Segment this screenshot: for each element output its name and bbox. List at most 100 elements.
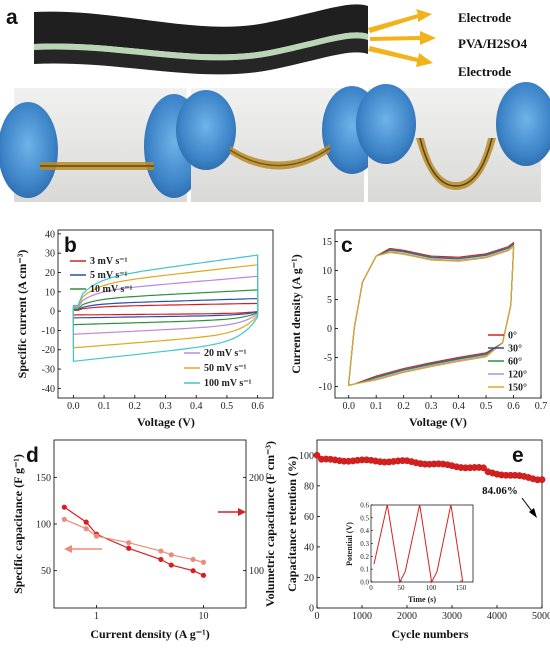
cv-curve-6: [72, 254, 259, 362]
rate-line-gravimetric: [64, 518, 204, 563]
y-tick-label: -5: [324, 353, 332, 364]
y-tick-label: 40: [304, 542, 314, 553]
x-tick-label: 0.4: [190, 401, 203, 412]
rate-point: [190, 556, 196, 563]
rate-point: [200, 572, 207, 578]
retention-point: [480, 464, 487, 472]
inset-ylabel: Potential (V): [345, 522, 354, 566]
inset-y-tick-label: 0.4: [360, 527, 369, 535]
inset-xlabel: Time (s): [408, 595, 436, 604]
y-tick-label: 10: [322, 266, 332, 277]
y-tick-label: 100: [36, 520, 51, 531]
inset-y-tick-label: 0.2: [360, 553, 369, 561]
y-tick-label: 20: [304, 573, 314, 584]
chart-d: d Current density (A g⁻¹) Specific capac…: [11, 439, 277, 641]
legend-angle: 60°: [508, 357, 522, 368]
legend-angle: 0°: [508, 331, 517, 342]
x-tick-label: 0.6: [251, 401, 264, 412]
y-tick-label: 0: [50, 307, 55, 318]
arrowhead-left: [64, 545, 72, 553]
chart-d-frame: [53, 439, 247, 609]
panel-a-schematic: a Electrode PVA/H2SO4 Electrode: [6, 4, 528, 79]
rate-point: [168, 562, 174, 568]
retention-point: [538, 476, 546, 484]
chart-c: c Voltage (V) Current density (A g⁻¹) 0.…: [289, 229, 548, 429]
x-tick-label: 0.0: [67, 401, 80, 412]
y-tick-label: 60: [304, 512, 314, 523]
x-tick-label: 0.3: [425, 401, 438, 412]
x-tick-label: 1: [94, 611, 99, 622]
chart-e-xlabel: Cycle numbers: [392, 627, 469, 641]
panel-e-label: e: [512, 444, 524, 467]
x-tick-label: 0.2: [129, 401, 142, 412]
arrow-electrode-bottom: [368, 46, 433, 67]
inset-y-tick-label: 0.1: [360, 566, 369, 574]
y-tick-label: -10: [319, 382, 332, 393]
x-tick-label: 4000: [487, 611, 507, 622]
x-tick-label: 0.1: [98, 401, 111, 412]
inset-charge-discharge-curve: [373, 504, 464, 584]
x-tick-label: 0.3: [159, 401, 172, 412]
bend-curve-3: [348, 243, 515, 386]
photo-bent: [176, 86, 382, 202]
chart-e-points: [313, 451, 546, 484]
rate-point: [61, 516, 67, 522]
inset-y-tick-label: 0.3: [360, 540, 369, 548]
chart-d-ylabel-right: Volumetric capacitance (F cm⁻³): [263, 441, 277, 607]
gel-electrolyte-layer: [34, 32, 368, 61]
annotation-arrowhead: [529, 508, 537, 518]
x-tick-label: 0.2: [397, 401, 410, 412]
rate-point: [158, 556, 164, 563]
inset-y-tick-label: 0.0: [360, 579, 369, 587]
layer-label-electrode-bottom: Electrode: [458, 64, 511, 79]
legend-5: 5 mV s⁻¹: [90, 270, 128, 281]
chart-e-inset: Time (s) Potential (V) 0 50 100 150 0.0 0.1 0.…: [345, 502, 474, 604]
panel-c-label: c: [341, 234, 353, 257]
panel-a-label: a: [6, 6, 18, 29]
x-tick-label: 0.7: [535, 401, 548, 412]
x-tick-label: 5000: [532, 611, 550, 622]
y-right-tick-label: 200: [249, 473, 264, 484]
y-tick-label: -10: [42, 326, 55, 337]
rate-point: [126, 540, 132, 546]
layer-arrows: [368, 9, 436, 67]
y-right-tick-label: 100: [249, 566, 264, 577]
panel-a-photos: [0, 82, 550, 202]
y-tick-label: 10: [45, 287, 55, 298]
chart-e: e Cycle numbers Capacitance retention (%…: [285, 439, 550, 641]
photo-flat: [0, 88, 204, 202]
legend-3: 3 mV s⁻¹: [90, 256, 128, 267]
cv-curve-1: [72, 302, 259, 316]
bend-curve-5: [348, 245, 515, 386]
y-tick-label: 50: [41, 566, 51, 577]
legend-50: 50 mV s⁻¹: [204, 363, 247, 374]
chart-c-ticks: 0.0 0.1 0.2 0.3 0.4 0.5 0.6 0.7 -10 -5 0 5 10 15: [319, 237, 548, 412]
electrode-bottom-layer: [34, 38, 368, 75]
electrode-top-layer: [34, 4, 368, 55]
chart-b-xlabel: Voltage (V): [137, 415, 195, 429]
inset-x-tick-label: 150: [456, 584, 467, 592]
chart-c-curves: [348, 241, 515, 386]
rate-point: [61, 504, 67, 510]
y-tick-label: -20: [42, 345, 55, 356]
x-tick-label: 0.1: [370, 401, 383, 412]
photo-folded: [356, 82, 550, 202]
chart-b: b Voltage (V) Specific current (A cm⁻³) …: [15, 229, 274, 429]
rate-point: [83, 519, 89, 525]
inset-x-tick-label: 0: [369, 584, 373, 592]
chart-b-curves: [72, 254, 259, 362]
y-tick-label: 40: [45, 229, 55, 240]
y-tick-label: 5: [327, 295, 332, 306]
chart-b-ticks: 0.0 0.1 0.2 0.3 0.4 0.5 0.6 -40 -30 -20 -10 0 10 20 30…: [42, 229, 264, 412]
chart-b-ylabel: Specific current (A cm⁻³): [15, 250, 29, 379]
x-tick-label: 10: [198, 611, 208, 622]
y-tick-label: -30: [42, 365, 55, 376]
chart-e-frame: [316, 439, 543, 609]
x-tick-label: 0.5: [221, 401, 234, 412]
inset-y-tick-label: 0.5: [360, 514, 369, 522]
x-tick-label: 0.0: [342, 401, 355, 412]
chart-d-ticks: 1 10 50 100 150 100 200: [36, 473, 264, 622]
inset-y-tick-label: 0.6: [360, 502, 369, 510]
chart-b-legend-top: 3 mV s⁻¹ 5 mV s⁻¹ 10 mV s⁻¹: [70, 256, 133, 295]
